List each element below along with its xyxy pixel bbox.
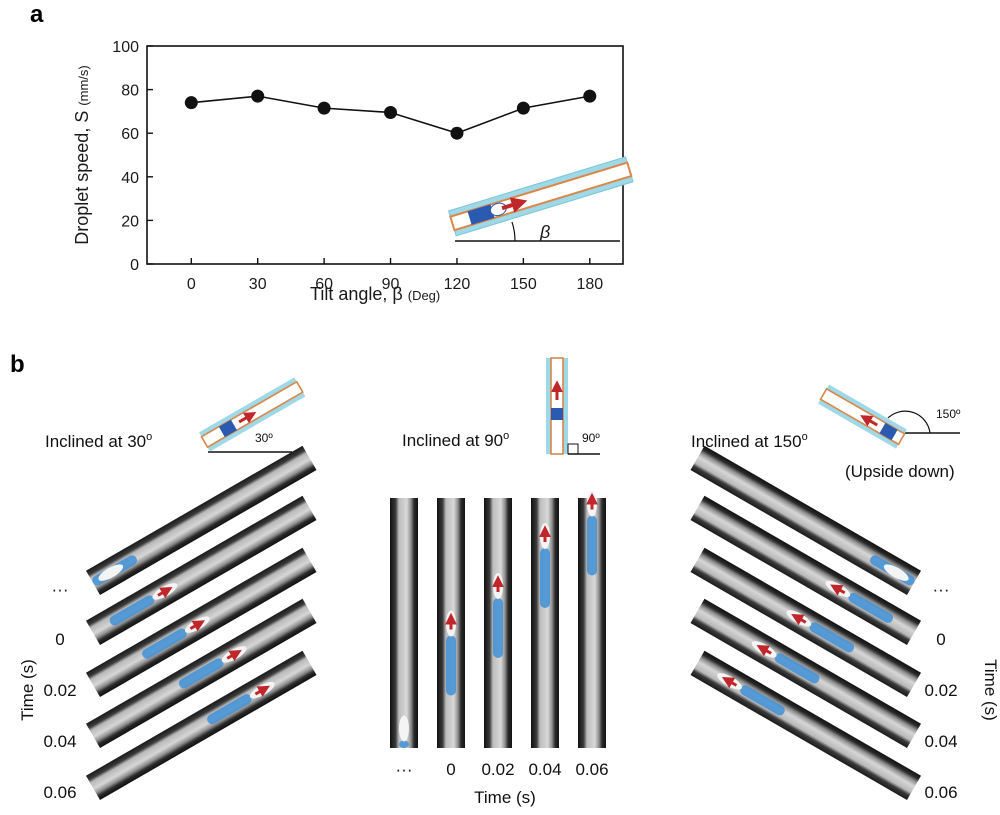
left-strip [86, 650, 317, 800]
x-axis-ticks: 0 30 60 90 120 150 180 [187, 258, 603, 293]
data-point [384, 105, 398, 119]
middle-strip [437, 498, 465, 748]
right-angle-label: 150º [936, 407, 961, 421]
data-point [184, 96, 198, 110]
data-point [583, 89, 597, 103]
middle-strip [531, 498, 559, 748]
left-time-axis-label: Time (s) [18, 659, 37, 721]
left-title: Inclined at 30o [45, 431, 152, 451]
right-time-label: 0.06 [924, 783, 957, 802]
left-angle-label: 30º [255, 431, 273, 445]
right-strip [690, 445, 921, 595]
left-strip [86, 547, 317, 697]
right-strip [690, 650, 921, 800]
droplet [467, 204, 495, 225]
panel-b-label: b [10, 351, 25, 378]
left-time-label: 0.02 [43, 681, 76, 700]
left-time-label: 0 [55, 630, 64, 649]
y-tick-label: 100 [112, 39, 139, 56]
middle-time-label: 0.02 [481, 760, 514, 779]
right-time-axis-label: Time (s) [981, 659, 1000, 721]
middle-strip [578, 490, 606, 748]
x-tick-label: 180 [576, 276, 603, 293]
data-point [516, 101, 530, 115]
right-image-strips [690, 445, 921, 800]
x-axis-title: Tilt angle, β (Deg) [310, 284, 440, 304]
panel-b-left: Inclined at 30o 30º ··· 0 0.02 0.04 0.06 Tim… [18, 377, 317, 802]
left-time-label: ··· [52, 580, 69, 599]
y-tick-label: 0 [130, 257, 139, 274]
panel-a-label: a [30, 1, 44, 28]
right-strip [690, 495, 921, 645]
motion-arrow [501, 197, 528, 213]
y-tick-label: 40 [121, 170, 139, 187]
middle-title: Inclined at 90o [402, 430, 509, 450]
data-point [251, 89, 265, 103]
left-image-strips [86, 445, 317, 800]
x-tick-label: 120 [444, 276, 471, 293]
data-points [184, 89, 597, 140]
right-time-label: 0 [936, 630, 945, 649]
left-strip [86, 445, 317, 595]
left-time-label: 0.06 [43, 783, 76, 802]
left-strip [86, 495, 317, 645]
right-strip [690, 547, 921, 697]
right-subtitle: (Upside down) [845, 462, 955, 481]
beta-symbol: β [539, 222, 550, 242]
plot-frame [146, 45, 624, 265]
middle-time-label: ··· [396, 760, 413, 779]
left-schematic: 30º [199, 377, 306, 453]
middle-image-strips [390, 490, 606, 748]
left-time-labels: ··· 0 0.02 0.04 0.06 [43, 580, 76, 802]
middle-time-label: 0.04 [528, 760, 561, 779]
y-tick-label: 60 [121, 126, 139, 143]
right-time-label: ··· [933, 580, 950, 599]
x-tick-label: 150 [510, 276, 537, 293]
left-strip [86, 598, 317, 748]
middle-time-axis-label: Time (s) [474, 788, 536, 807]
data-point [317, 101, 331, 115]
right-title: Inclined at 150o [691, 431, 808, 451]
x-tick-label: 90 [382, 276, 400, 293]
x-tick-label: 60 [315, 276, 333, 293]
middle-strip [484, 498, 512, 748]
panel-b-right: Inclined at 150o (Upside down) 150º ··· 0… [690, 384, 1000, 802]
panel-b-middle: Inclined at 90o 90º ··· 0 0.02 0.04 0.06 Tim… [390, 357, 609, 807]
y-axis-ticks: 0 20 40 60 80 100 [112, 39, 153, 274]
middle-angle-label: 90º [582, 431, 600, 445]
x-tick-label: 30 [249, 276, 267, 293]
tilt-schematic-inset: β [447, 156, 634, 242]
middle-schematic: 90º [546, 357, 600, 455]
right-schematic: 150º [818, 384, 961, 449]
middle-strip [390, 498, 418, 748]
middle-time-label: 0 [446, 760, 455, 779]
right-time-label: 0.02 [924, 681, 957, 700]
right-time-label: 0.04 [924, 732, 957, 751]
data-point [450, 126, 464, 140]
right-time-labels: ··· 0 0.02 0.04 0.06 [924, 580, 957, 802]
speed-vs-tilt-chart: 0 20 40 60 80 100 0 30 60 90 120 150 180 Tilt angle… [72, 39, 634, 304]
x-tick-label: 0 [187, 276, 196, 293]
middle-time-label: 0.06 [575, 760, 608, 779]
y-axis-title: Droplet speed, S(mm/s) [72, 65, 92, 245]
y-tick-label: 80 [121, 83, 139, 100]
y-tick-label: 20 [121, 213, 139, 230]
left-time-label: 0.04 [43, 732, 76, 751]
right-strip [690, 598, 921, 748]
middle-time-labels: ··· 0 0.02 0.04 0.06 [396, 760, 609, 779]
